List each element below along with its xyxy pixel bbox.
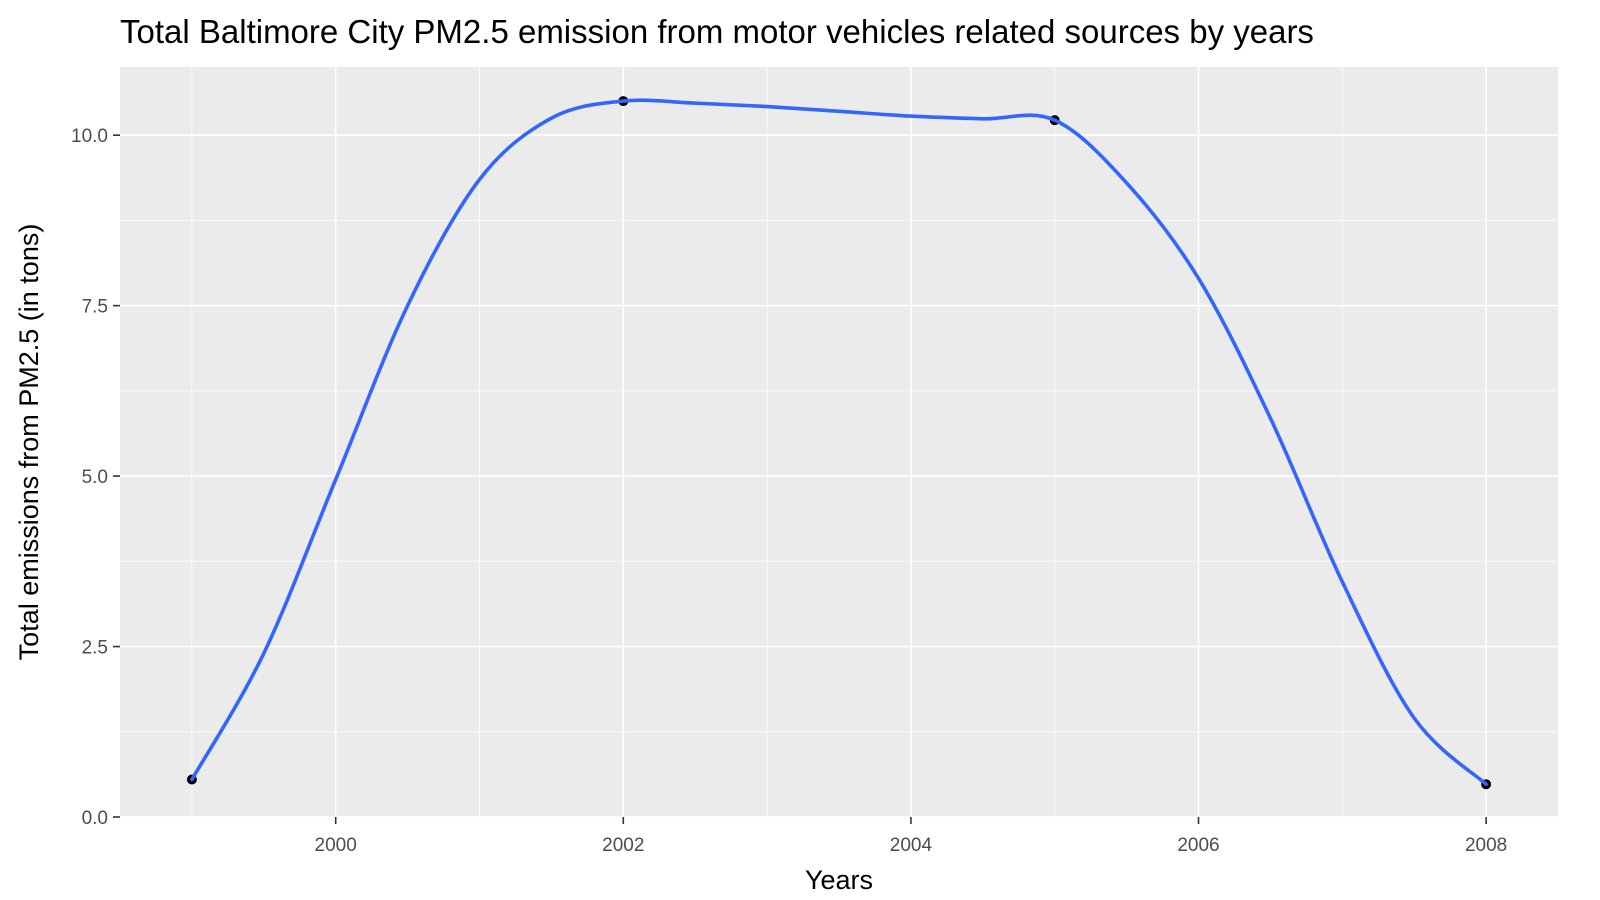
y-axis-title: Total emissions from PM2.5 (in tons) bbox=[14, 224, 44, 661]
axes: 2000 2002 2004 2006 2008 0.0 2.5 5.0 7.5 10.0 bbox=[71, 126, 1507, 856]
y-tick-label: 0.0 bbox=[82, 808, 108, 829]
x-tick-label: 2008 bbox=[1465, 835, 1507, 856]
y-tick-label: 5.0 bbox=[82, 467, 108, 488]
x-tick-label: 2002 bbox=[602, 835, 644, 856]
y-tick-label: 7.5 bbox=[82, 297, 108, 318]
y-tick-label: 2.5 bbox=[82, 638, 108, 659]
chart-title: Total Baltimore City PM2.5 emission from… bbox=[120, 13, 1314, 50]
x-axis-title: Years bbox=[805, 865, 873, 895]
x-tick-label: 2004 bbox=[890, 835, 933, 856]
smooth-trend-line bbox=[190, 98, 1488, 787]
x-tick-label: 2000 bbox=[315, 835, 357, 856]
series bbox=[186, 96, 1492, 790]
y-tick-label: 10.0 bbox=[71, 126, 108, 147]
x-tick-label: 2006 bbox=[1177, 835, 1219, 856]
grid bbox=[120, 67, 1558, 818]
plot-panel bbox=[120, 67, 1558, 817]
